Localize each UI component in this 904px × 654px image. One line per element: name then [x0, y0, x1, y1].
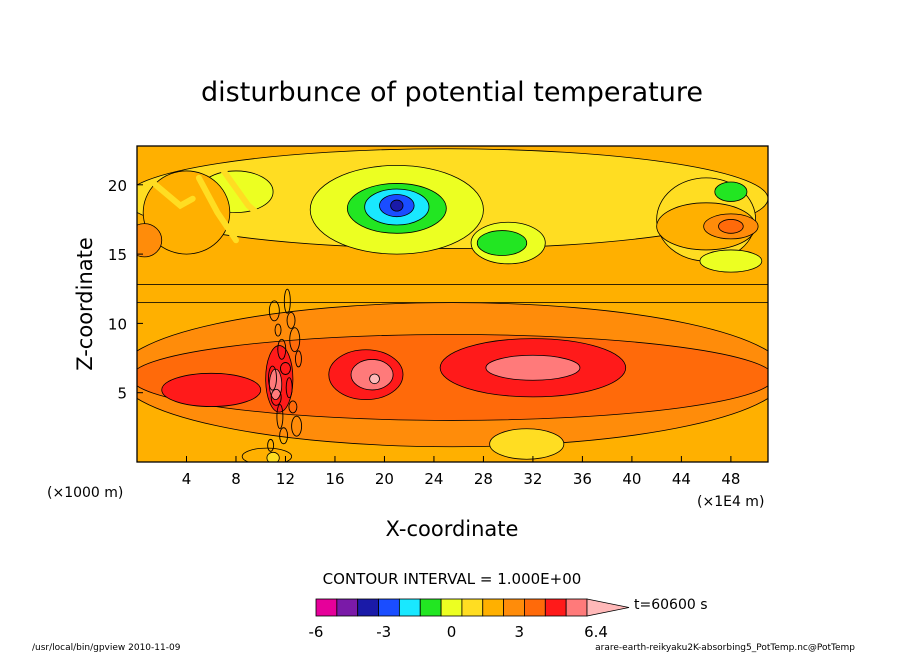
plume-contour [274, 323, 282, 337]
colorbar-cell [336, 598, 359, 617]
colorbar-cell [419, 598, 442, 617]
contour-region [485, 354, 581, 381]
x-axis-ticks: 4 8 12 16 20 24 28 32 36 40 44 48 [182, 456, 740, 488]
colorbar-cell [315, 598, 338, 617]
footer-right: arare-earth-reikyaku2K-absorbing5_PotTem… [595, 643, 855, 653]
plume-contour [280, 362, 291, 375]
colorbar-cell [440, 598, 463, 617]
y-axis-label: Z-coordinate [73, 237, 97, 371]
x-tick-label: 32 [523, 470, 542, 488]
contour-band [137, 284, 768, 304]
x-tick-label: 8 [231, 470, 241, 488]
x-unit-left: (×1000 m) [47, 485, 123, 501]
plume-contour [285, 377, 293, 399]
colorbar-tick-labels: -6 -3 0 3 6.4 [309, 623, 608, 641]
x-tick-label: 44 [672, 470, 691, 488]
colorbar-tick-label: 3 [514, 623, 524, 641]
contour-region [137, 223, 163, 258]
x-axis-label: X-coordinate [386, 517, 519, 541]
y-tick-label: 5 [117, 385, 127, 403]
contour-region [390, 199, 404, 212]
plume-contour [289, 327, 301, 353]
plot-frame [136, 145, 769, 463]
time-label: t=60600 s [634, 597, 708, 613]
colorbar-cell [544, 598, 567, 617]
plume-contour [286, 311, 296, 329]
contour-region [714, 181, 748, 202]
x-tick-label: 24 [424, 470, 443, 488]
plume-contour [270, 388, 282, 406]
colorbar-triangle [586, 598, 630, 617]
colorbar-tick-label: 0 [447, 623, 457, 641]
colorbar-cell [378, 598, 400, 617]
y-tick-label: 20 [108, 177, 127, 195]
x-tick-label: 16 [325, 470, 344, 488]
x-tick-label: 20 [375, 470, 394, 488]
plot-area [136, 145, 769, 463]
contour-region [489, 428, 565, 460]
contour-region [161, 372, 262, 407]
x-tick-label: 28 [474, 470, 493, 488]
contour-region [699, 249, 763, 273]
contour-streak [195, 174, 239, 244]
x-tick-label: 40 [622, 470, 641, 488]
y-axis-ticks: 5 10 15 20 [108, 177, 143, 403]
colorbar-cell [398, 598, 421, 617]
x-tick-label: 36 [573, 470, 592, 488]
x-tick-label: 48 [721, 470, 740, 488]
contour-region [476, 230, 528, 256]
plume-contour [295, 350, 302, 368]
plume-contour [283, 288, 291, 314]
colorbar-cell [524, 598, 546, 617]
y-tick-label: 10 [108, 315, 127, 333]
colorbar-cell [461, 598, 484, 617]
footer-left: /usr/local/bin/gpview 2010-11-09 [32, 643, 181, 653]
contour-region [718, 219, 744, 234]
colorbar-cell [503, 598, 525, 617]
contour-interval-text: CONTOUR INTERVAL = 1.000E+00 [323, 570, 582, 588]
contour-region [266, 451, 280, 462]
colorbar-tick-label: -6 [309, 623, 324, 641]
x-unit-right: (×1E4 m) [697, 494, 764, 510]
colorbar-cell [565, 598, 588, 617]
contour-region [369, 373, 380, 385]
plume-contour [276, 404, 284, 429]
contour-streak [152, 181, 196, 210]
plume-contour [291, 415, 303, 437]
plume-contour [268, 300, 280, 322]
colorbar-tick-label: -3 [376, 623, 391, 641]
plume-contour [279, 427, 289, 445]
colorbar-cell [482, 598, 505, 617]
y-tick-label: 15 [108, 246, 127, 264]
plume-contour [288, 400, 298, 414]
contour-streak [220, 167, 277, 230]
plume-contour [268, 365, 277, 391]
x-tick-label: 4 [182, 470, 192, 488]
colorbar [315, 598, 630, 617]
x-tick-label: 12 [276, 470, 295, 488]
contour-regions [137, 148, 768, 462]
plume-contour [267, 438, 275, 452]
chart-title: disturbunce of potential temperature [201, 77, 703, 108]
colorbar-tick-label: 6.4 [584, 623, 608, 641]
colorbar-cell [357, 598, 379, 617]
plume-contour [277, 338, 287, 360]
